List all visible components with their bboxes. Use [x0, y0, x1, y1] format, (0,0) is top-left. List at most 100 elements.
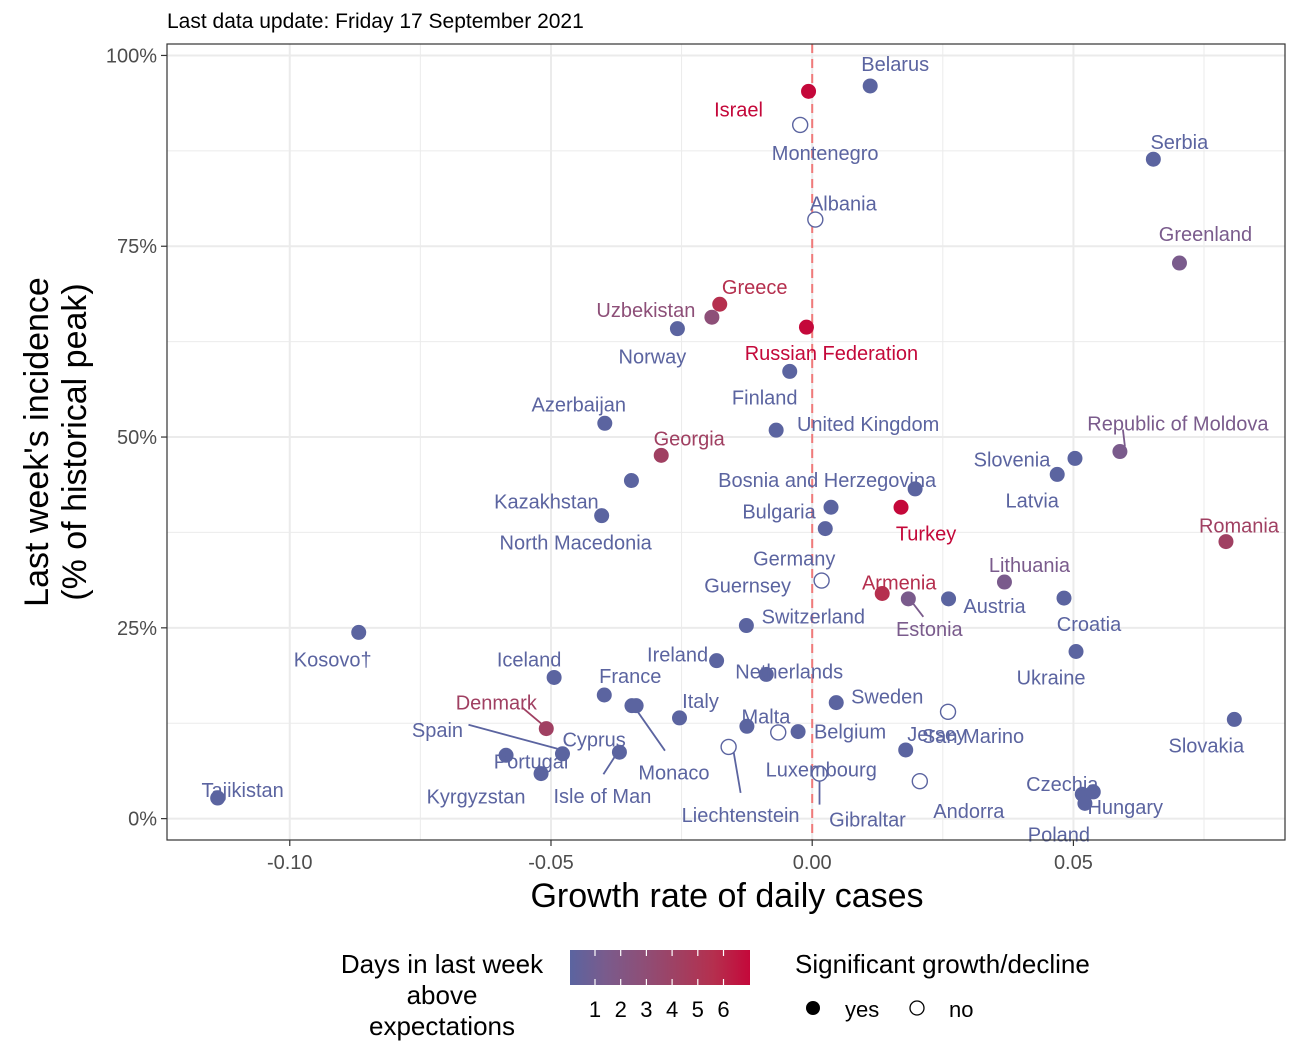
label-kosovo: Kosovo† [294, 649, 372, 671]
label-denmark: Denmark [456, 693, 538, 715]
y-axis-title-line1: Last week's incidence [18, 277, 56, 607]
colorbar-label: 2 [615, 997, 627, 1022]
label-azerbaijan: Azerbaijan [532, 394, 627, 416]
label-kazakhstan: Kazakhstan [494, 492, 599, 514]
point-romania [1218, 534, 1234, 550]
label-germany: Germany [753, 549, 835, 571]
label-russian-federation: Russian Federation [745, 343, 918, 365]
point-bulgaria [823, 499, 839, 515]
y-tick-label: 25% [117, 618, 157, 640]
y-tick-label: 50% [117, 427, 157, 449]
point-turkey [893, 499, 909, 515]
legend-no-marker [909, 1000, 925, 1016]
label-iceland: Iceland [497, 649, 562, 671]
label-uzbekistan: Uzbekistan [596, 300, 695, 322]
point-lithuania [996, 574, 1012, 590]
point-denmark [538, 721, 554, 737]
point-hungary [1085, 784, 1101, 800]
point-north-macedonia [594, 508, 610, 524]
point-slovakia [1226, 711, 1242, 727]
point-italy [672, 710, 688, 726]
point-albania [807, 211, 824, 228]
legend-shape-title: Significant growth/decline [795, 949, 1090, 979]
leader-isle-of-man [602, 756, 616, 775]
label-armenia: Armenia [862, 572, 937, 594]
point-slovenia [1067, 450, 1083, 466]
point-norway [669, 321, 685, 337]
label-norway: Norway [619, 347, 687, 369]
label-ukraine: Ukraine [1017, 667, 1086, 689]
label-czechia: Czechia [1026, 774, 1099, 796]
x-tick-label: -0.10 [267, 852, 313, 874]
x-tick-label: 0.05 [1054, 852, 1093, 874]
label-poland: Poland [1028, 824, 1090, 846]
label-estonia: Estonia [896, 619, 964, 641]
point-netherlands [758, 666, 774, 682]
point-luxembourg [770, 724, 787, 741]
legend-yes-marker [806, 1001, 820, 1015]
point-belarus [862, 78, 878, 94]
leader-republic-of-moldova [1122, 429, 1126, 447]
label-greece: Greece [722, 277, 788, 299]
data-points [210, 78, 1242, 811]
label-isle-of-man: Isle of Man [554, 786, 652, 808]
label-serbia: Serbia [1150, 132, 1209, 154]
x-axis-title: Growth rate of daily cases [530, 877, 923, 915]
legend-yes-label: yes [845, 997, 879, 1022]
leader-monaco [636, 710, 666, 752]
leader-spain [468, 723, 558, 750]
point-portugal [498, 747, 514, 763]
point-israel [801, 83, 817, 99]
point-kyrgyzstan [533, 766, 549, 782]
point-serbia [1145, 151, 1161, 167]
label-lithuania: Lithuania [989, 555, 1071, 577]
y-axis-ticks: 0% 25% 50% 75% 100% [106, 45, 167, 831]
label-malta: Malta [741, 706, 791, 728]
grid [167, 44, 1285, 840]
label-romania: Romania [1199, 516, 1280, 538]
label-liechtenstein: Liechtenstein [682, 805, 800, 827]
label-austria: Austria [963, 596, 1026, 618]
label-sweden: Sweden [851, 687, 923, 709]
label-north-macedonia: North Macedonia [500, 533, 653, 555]
point-armenia [874, 585, 890, 601]
y-tick-label: 75% [117, 236, 157, 258]
point-spain [554, 746, 570, 762]
leader-denmark [521, 706, 542, 725]
label-united-kingdom: United Kingdom [797, 414, 939, 436]
point-sweden [828, 695, 844, 711]
point-estonia [900, 591, 916, 607]
x-tick-label: 0.00 [793, 852, 832, 874]
colorbar-label: 3 [640, 997, 652, 1022]
label-jersey: Jersey [907, 724, 966, 746]
point-san-marino [939, 703, 957, 720]
point-andorra [911, 773, 929, 790]
point-finland [782, 363, 798, 379]
point-labels: Belarus Israel Montenegro Serbia Albania Gree… [202, 54, 1280, 846]
point-uzbekistan [704, 309, 720, 325]
label-netherlands: Netherlands [735, 661, 843, 683]
label-slovakia: Slovakia [1169, 735, 1245, 757]
colorbar-label: 4 [666, 997, 678, 1022]
label-belarus: Belarus [861, 54, 929, 76]
label-kyrgyzstan: Kyrgyzstan [427, 787, 526, 809]
y-tick-label: 0% [128, 809, 157, 831]
point-greenland [1171, 255, 1187, 271]
label-croatia: Croatia [1057, 614, 1122, 636]
point-guernsey [813, 572, 830, 589]
label-greenland: Greenland [1159, 224, 1252, 246]
point-republic-of-moldova [1112, 444, 1128, 460]
point-kosovo [351, 624, 367, 640]
point-greece [712, 296, 728, 312]
label-san-marino: San Marino [922, 726, 1024, 748]
point-isle-of-man [611, 744, 627, 760]
colorbar-label: 5 [692, 997, 704, 1022]
label-luxembourg: Luxembourg [766, 759, 877, 781]
point-croatia [1056, 590, 1072, 606]
label-france: France [599, 666, 661, 688]
point-france [596, 687, 612, 703]
point-cyprus [628, 698, 644, 714]
x-axis-ticks: -0.10 -0.05 0.00 0.05 [267, 840, 1093, 874]
